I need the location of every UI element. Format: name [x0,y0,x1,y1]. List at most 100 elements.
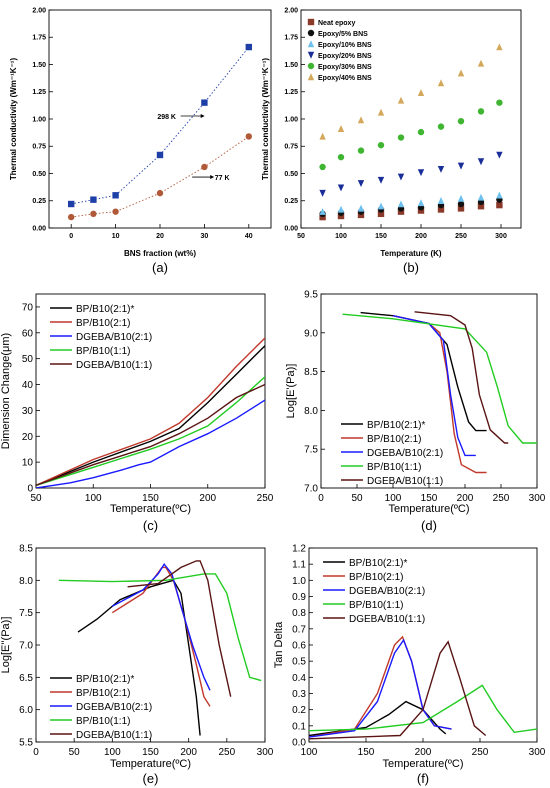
y-axis-label: Thermal conductivity (Wm⁻¹K⁻¹) [9,58,18,181]
legend-entry: Epoxy/10% BNS [318,42,372,49]
data-point [477,203,485,210]
x-tick-label: 200 [415,233,427,240]
x-tick-label: 50 [30,493,42,504]
y-tick-label: 0.0 [292,738,306,749]
legend-entry: DGEBA/B10(1:1) [76,730,152,741]
legend-entry: DGEBA/B10(1:1) [367,476,443,487]
annotation-arrowhead [200,114,205,118]
legend-entry: DGEBA/B10(2:1) [349,586,425,597]
data-point [90,210,97,218]
legend-marker [307,18,315,26]
legend-entry: BP/B10(1:1) [349,600,403,611]
legend-entry: DGEBA/B10(1:1) [349,614,425,625]
legend-entry: BP/B10(2:1)* [349,558,407,569]
data-point [337,205,345,213]
data-point [319,163,326,171]
series-line-5 [414,311,509,444]
data-point [319,189,326,197]
x-tick-label: 250 [493,493,510,504]
y-axis-label: Log[E'(Pa)] [285,364,297,419]
legend: Neat epoxy Epoxy/5% BNS Epoxy/10% BNS Epoxy… [307,18,372,82]
legend-entry: BP/B10(2:1) [76,688,130,699]
data-point [457,205,465,212]
y-tick-label: 1.75 [284,35,298,42]
y-tick-label: 8.5 [19,544,33,555]
y-tick-label: 7.5 [19,608,33,619]
legend-entry: BP/B10(2:1)* [367,420,425,431]
plot-frame [308,547,538,743]
x-tick-label: 100 [85,493,102,504]
legend: BP/B10(2:1)* BP/B10(2:1) DGEBA/B10(2:1) BP/… [341,420,443,487]
legend-marker [307,73,315,81]
data-point [201,99,208,106]
data-point [397,134,405,141]
legend-entry: DGEBA/B10(1:1) [76,360,152,371]
data-point [496,151,503,159]
data-point [90,196,97,203]
x-tick-label: 150 [421,493,438,504]
legend-entry: BP/B10(1:1) [76,716,130,727]
data-point [437,206,445,213]
y-tick-label: 1.50 [32,62,46,69]
y-tick-label: 0.3 [292,689,306,700]
x-tick-label: 300 [495,233,507,240]
y-tick-label: 5.5 [19,738,33,749]
data-point [437,123,445,130]
x-tick-label: 250 [455,233,467,240]
legend-entry: DGEBA/B10(2:1) [76,332,152,343]
legend-entry: Epoxy/30% BNS [318,64,372,71]
legend-marker [307,51,315,59]
y-tick-label: 8.0 [19,576,33,587]
annotation-label: 77 K [215,175,230,182]
data-point [397,208,405,215]
legend: BP/B10(2:1)* BP/B10(2:1) DGEBA/B10(2:1) BP/… [50,304,152,371]
data-point [156,189,164,197]
data-point [477,108,485,115]
trend-line-2 [71,136,250,218]
x-tick-label: 250 [257,493,274,504]
chart-panel-c: 50 100 150 200 250 0 10 20 30 40 50 60 70 Temperature… [0,293,274,533]
series-line-3 [36,399,265,488]
data-point [496,43,503,51]
data-point [477,193,485,201]
y-tick-label: 6.5 [19,673,33,684]
legend-entry: Epoxy/20% BNS [318,53,372,60]
y-tick-label: 0.7 [292,624,306,635]
trend-line-1 [71,46,250,205]
y-tick-label: 70 [22,302,34,313]
y-tick-label: 60 [22,328,34,339]
series-line-4 [309,684,537,734]
legend-entry: BP/B10(2:1)* [76,674,134,685]
data-point [357,180,365,188]
y-tick-label: 1.00 [284,116,298,123]
data-point [245,43,252,51]
y-tick-label: 20 [22,432,34,443]
data-point [319,207,326,215]
data-point [337,153,345,161]
chart-panel-d: 0 50 100 150 200 250 300 7.0 7.5 8.0 8.5 9.0 9.5 Temp… [285,290,546,534]
y-tick-label: 0.00 [284,225,298,232]
data-point [457,69,465,77]
y-tick-label: 50 [22,354,34,365]
y-tick-label: 0.75 [32,144,46,151]
data-point [377,176,385,184]
legend-entry: BP/B10(2:1) [76,318,130,329]
legend-entry: Neat epoxy [318,20,355,27]
x-axis-label: Temperature(ºC) [110,503,191,515]
x-tick-label: 40 [245,233,253,240]
data-point [496,201,503,209]
y-tick-label: 7.0 [19,641,33,652]
y-tick-label: 0.4 [292,673,306,684]
y-tick-label: 40 [22,380,34,391]
data-point [496,99,503,106]
y-tick-label: 1.25 [32,89,46,96]
y-tick-label: 6.0 [19,705,33,716]
chart-panel-f: 100 150 200 250 300 0.0 0.1 0.2 0.3 0.4 0.5 0.6 0.7 0… [273,544,546,787]
legend-entry: BP/B10(1:1) [367,462,421,473]
series-line-5 [36,383,265,487]
y-axis-label: Thermal conductivity (Wm⁻¹K⁻¹) [261,58,270,181]
x-axis-label: BNS fraction (wt%) [124,249,196,258]
data-point [357,116,365,124]
data-point [457,194,465,202]
